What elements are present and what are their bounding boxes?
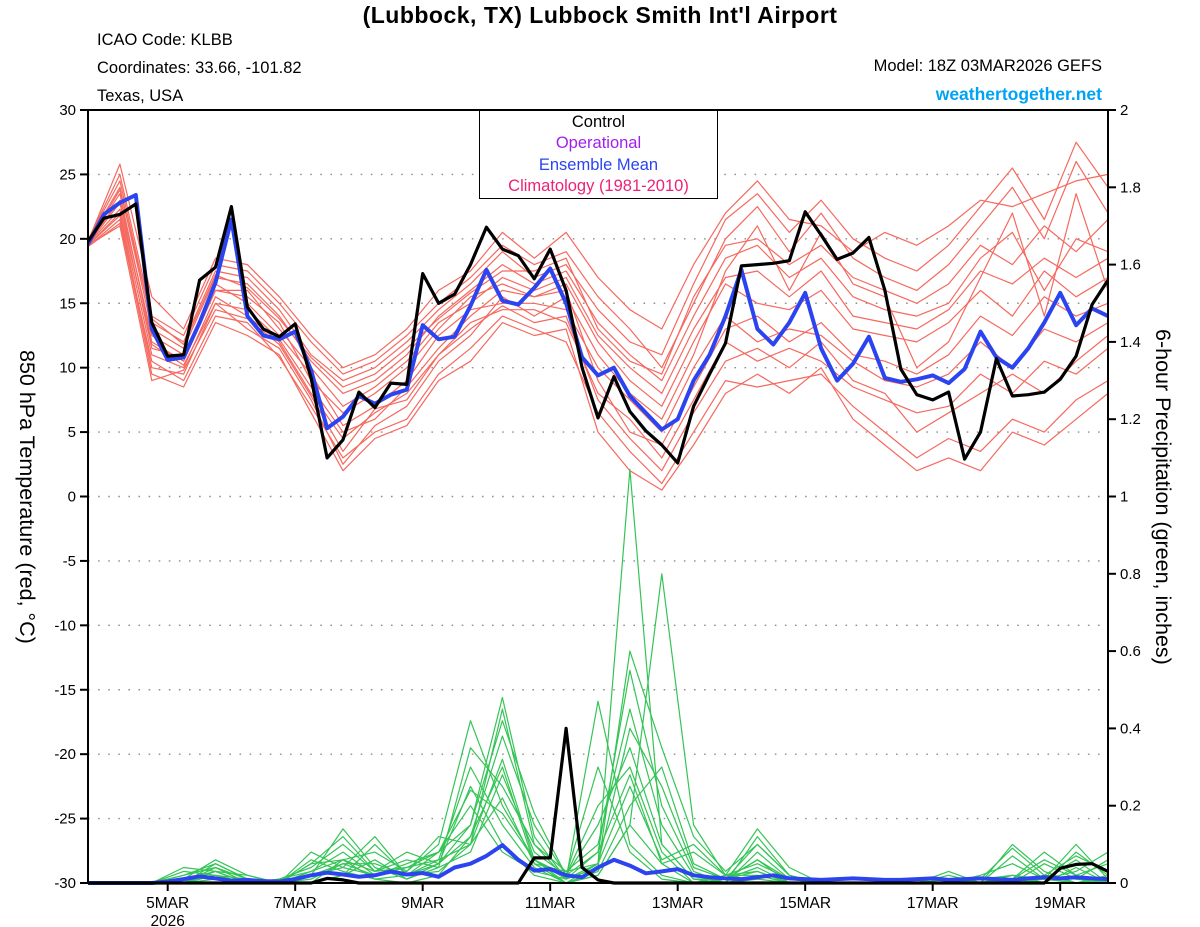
ensemble-mean-precip-line bbox=[88, 843, 1109, 885]
y-left-tick-label: -30 bbox=[54, 875, 76, 892]
y-left-tick-label: -10 bbox=[54, 617, 76, 634]
y-right-tick-label: 1 bbox=[1120, 489, 1128, 506]
legend-item-climatology-1981-2010-: Climatology (1981-2010) bbox=[508, 176, 689, 195]
y-right-tick-label: 0.6 bbox=[1120, 643, 1141, 660]
x-tick-label: 11MAR bbox=[525, 895, 576, 912]
precip-member-lines bbox=[88, 468, 1109, 884]
x-tick-label: 9MAR bbox=[401, 895, 444, 912]
y-left-tick-label: 30 bbox=[59, 102, 76, 119]
y-axis-left-label: 850 hPa Temperature (red, °C) bbox=[15, 349, 39, 644]
x-tick-label: 17MAR bbox=[907, 895, 959, 912]
y-left-tick-label: 25 bbox=[59, 166, 76, 183]
y-left-tick-label: 0 bbox=[68, 489, 76, 506]
model-run-line: Model: 18Z 03MAR2026 GEFS bbox=[873, 57, 1102, 75]
coordinates-line: Coordinates: 33.66, -101.82 bbox=[97, 59, 302, 77]
precip-member-line bbox=[88, 700, 1109, 884]
temp-member-line bbox=[87, 218, 1109, 491]
y-axis-left: -30 -25 -20 -15 -10 -5 0 5 10 15 20 25 30 bbox=[54, 102, 88, 892]
precip-member-line bbox=[88, 696, 1109, 884]
x-tick-label: 15MAR bbox=[779, 895, 831, 912]
legend: Control Operational Ensemble Mean Climatolo… bbox=[479, 110, 718, 200]
y-right-tick-label: 0.4 bbox=[1120, 720, 1141, 737]
y-right-tick-label: 0 bbox=[1120, 875, 1128, 892]
station-info-block: ICAO Code: KLBB Coordinates: 33.66, -101… bbox=[97, 26, 302, 110]
y-left-tick-label: 15 bbox=[59, 295, 76, 312]
x-tick-label: 19MAR bbox=[1034, 895, 1086, 912]
ensemble-mean-temp-line bbox=[87, 193, 1109, 432]
x-tick-label: 7MAR bbox=[274, 895, 317, 912]
y-right-tick-label: 2 bbox=[1120, 102, 1128, 119]
y-left-tick-label: -20 bbox=[54, 746, 76, 763]
model-info-block: Model: 18Z 03MAR2026 GEFS weathertogethe… bbox=[874, 52, 1102, 108]
y-right-tick-label: 0.2 bbox=[1120, 798, 1141, 815]
y-left-tick-label: 10 bbox=[59, 360, 76, 377]
temp-member-line bbox=[87, 163, 1109, 369]
icao-code-line: ICAO Code: KLBB bbox=[97, 31, 233, 49]
y-left-tick-label: -5 bbox=[63, 553, 76, 570]
temp-member-line bbox=[87, 212, 1109, 459]
y-right-tick-label: 1.4 bbox=[1120, 334, 1141, 351]
y-left-tick-label: 5 bbox=[68, 424, 76, 441]
y-axis-right-label: 6-hour Precipitation (green, inches) bbox=[1151, 328, 1175, 665]
temp-member-line bbox=[87, 141, 1109, 382]
y-left-tick-label: 20 bbox=[59, 231, 76, 248]
gridlines bbox=[88, 173, 1108, 820]
y-left-tick-label: -15 bbox=[54, 682, 76, 699]
temp-member-line bbox=[87, 186, 1109, 394]
page-title: (Lubbock, TX) Lubbock Smith Int'l Airpor… bbox=[362, 2, 838, 28]
y-right-tick-label: 0.8 bbox=[1120, 566, 1141, 583]
precip-member-line bbox=[88, 573, 1109, 884]
control-temp-line bbox=[87, 202, 1109, 465]
temp-member-line bbox=[87, 160, 1109, 375]
y-left-tick-label: -25 bbox=[54, 811, 76, 828]
plot-area bbox=[87, 141, 1109, 885]
region-line: Texas, USA bbox=[97, 87, 184, 105]
legend-item-ensemble-mean: Ensemble Mean bbox=[538, 155, 659, 174]
x-tick-label: 13MAR bbox=[652, 895, 704, 912]
temp-member-line bbox=[87, 189, 1109, 388]
x-tick-label: 5MAR bbox=[146, 895, 189, 912]
temp-member-line bbox=[87, 199, 1109, 407]
y-axis-right: 0 0.2 0.4 0.6 0.8 1 1.2 1.4 1.6 1.8 2 bbox=[1108, 102, 1141, 892]
website-link[interactable]: weathertogether.net bbox=[935, 84, 1102, 104]
legend-item-operational: Operational bbox=[555, 134, 642, 153]
x-axis-year-label: 2026 bbox=[150, 913, 184, 927]
y-right-tick-label: 1.8 bbox=[1120, 179, 1141, 196]
legend-item-control: Control bbox=[571, 113, 626, 131]
temp-member-line bbox=[87, 193, 1109, 465]
y-right-tick-label: 1.2 bbox=[1120, 411, 1141, 428]
temp-member-line bbox=[87, 193, 1109, 414]
y-right-tick-label: 1.6 bbox=[1120, 257, 1141, 274]
temp-member-line bbox=[87, 208, 1109, 446]
precip-member-line bbox=[88, 468, 1108, 884]
